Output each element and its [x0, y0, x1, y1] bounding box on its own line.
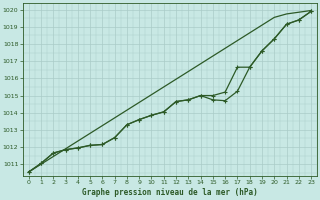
X-axis label: Graphe pression niveau de la mer (hPa): Graphe pression niveau de la mer (hPa): [82, 188, 258, 197]
